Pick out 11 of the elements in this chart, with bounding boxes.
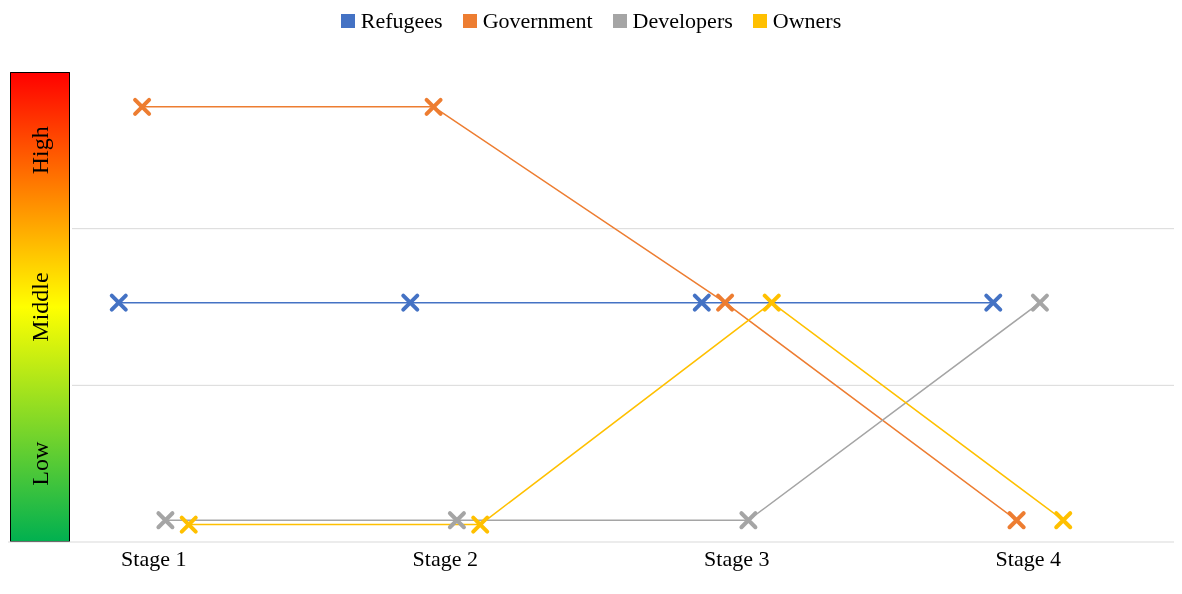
text: High bbox=[27, 126, 53, 175]
text: Middle bbox=[27, 272, 53, 342]
x-tick-label: Stage 3 bbox=[704, 545, 770, 571]
legend-label: Refugees bbox=[359, 8, 443, 34]
legend-label: Government bbox=[481, 8, 593, 34]
legend-label: Developers bbox=[631, 8, 733, 34]
text: Low bbox=[27, 441, 53, 486]
legend-label: Owners bbox=[771, 8, 842, 34]
x-tick-label: Stage 2 bbox=[412, 545, 478, 571]
x-tick-label: Stage 4 bbox=[995, 545, 1061, 571]
x-tick-label: Stage 1 bbox=[121, 545, 187, 571]
